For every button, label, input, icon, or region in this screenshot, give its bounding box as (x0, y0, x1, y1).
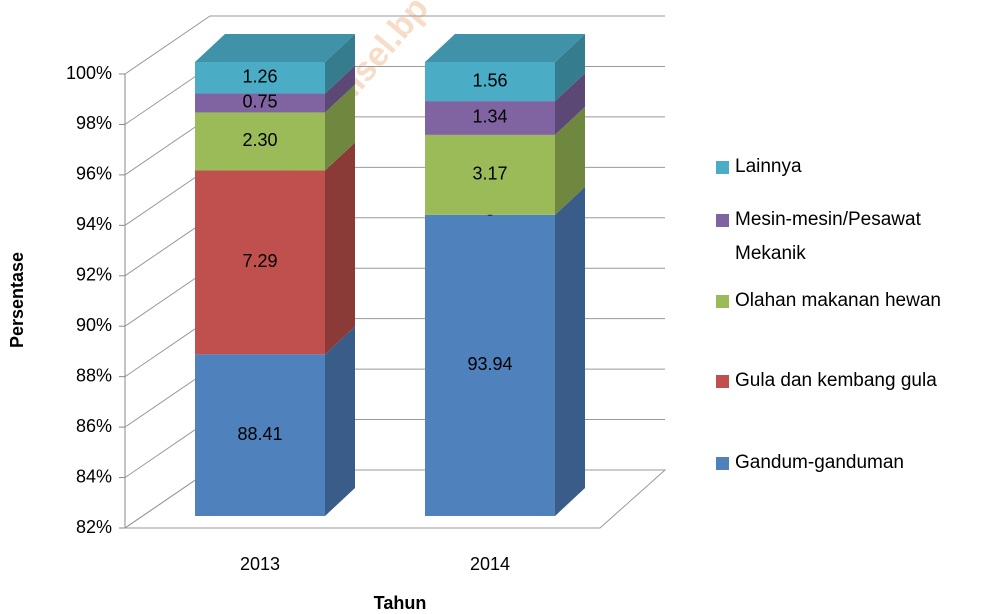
legend-swatch (716, 214, 729, 227)
legend-label: Lainnya (735, 156, 802, 177)
y-tick-label: 92% (76, 265, 112, 285)
bar-segment (195, 62, 325, 94)
legend-item: Gandum-ganduman (716, 446, 904, 480)
value-label: 1.26 (242, 67, 277, 87)
y-tick-label: 84% (76, 466, 112, 486)
x-tick-label: 2014 (470, 554, 510, 574)
value-label: 88.41 (237, 424, 282, 444)
legend-swatch (716, 295, 729, 308)
y-tick-label: 82% (76, 517, 112, 537)
legend-item: Lainnya (716, 150, 802, 184)
bar-segment (195, 93, 325, 113)
legend-label: Gandum-ganduman (735, 452, 904, 473)
bar-side (325, 34, 355, 94)
y-tick-label: 94% (76, 214, 112, 234)
bar-side (555, 73, 585, 135)
value-label: 1.56 (472, 70, 507, 90)
x-tick-label: 2013 (240, 554, 280, 574)
value-label: 7.29 (242, 251, 277, 271)
bar-segment (195, 354, 325, 516)
bar-side (555, 186, 585, 516)
y-tick-label: 90% (76, 315, 112, 335)
x-axis-title: Tahun (374, 593, 427, 613)
value-label: 93.94 (467, 354, 512, 374)
legend-item: Gula dan kembang gula (716, 364, 937, 398)
bar-side (325, 84, 355, 171)
value-label: 3.17 (472, 164, 507, 184)
legend-label: Mesin-mesin/Pesawat Mekanik (735, 209, 921, 264)
legend-swatch (716, 375, 729, 388)
legend-swatch (716, 161, 729, 174)
value-label: 1.34 (472, 107, 507, 127)
legend-item: Mesin-mesin/Pesawat Mekanik (716, 203, 975, 271)
legend-label: Gula dan kembang gula (735, 370, 937, 391)
bar-side (555, 106, 585, 215)
legend-item: Olahan makanan hewan (716, 284, 941, 318)
bar-segment (425, 134, 555, 215)
bar-side (325, 326, 355, 516)
legend-swatch (716, 457, 729, 470)
bar-side (555, 34, 585, 102)
y-axis-title: Persentase (7, 252, 27, 348)
legend-label: Olahan makanan hewan (735, 290, 941, 311)
bar-segment (425, 101, 555, 135)
value-label: 2.30 (242, 130, 277, 150)
value-label: 0.75 (242, 92, 277, 112)
y-tick-label: 96% (76, 164, 112, 184)
bar-side (325, 142, 355, 355)
bar-top (195, 34, 355, 62)
bar-segment (425, 214, 555, 516)
bar-top (425, 34, 585, 62)
bar-segment (195, 112, 325, 171)
grid-line (124, 15, 665, 75)
y-tick-label: 98% (76, 113, 112, 133)
y-tick-label: 88% (76, 365, 112, 385)
bar-segment (425, 62, 555, 102)
y-tick-label: 100% (66, 63, 112, 83)
y-tick-label: 86% (76, 416, 112, 436)
bar-side (325, 65, 355, 113)
bar-segment (195, 170, 325, 355)
